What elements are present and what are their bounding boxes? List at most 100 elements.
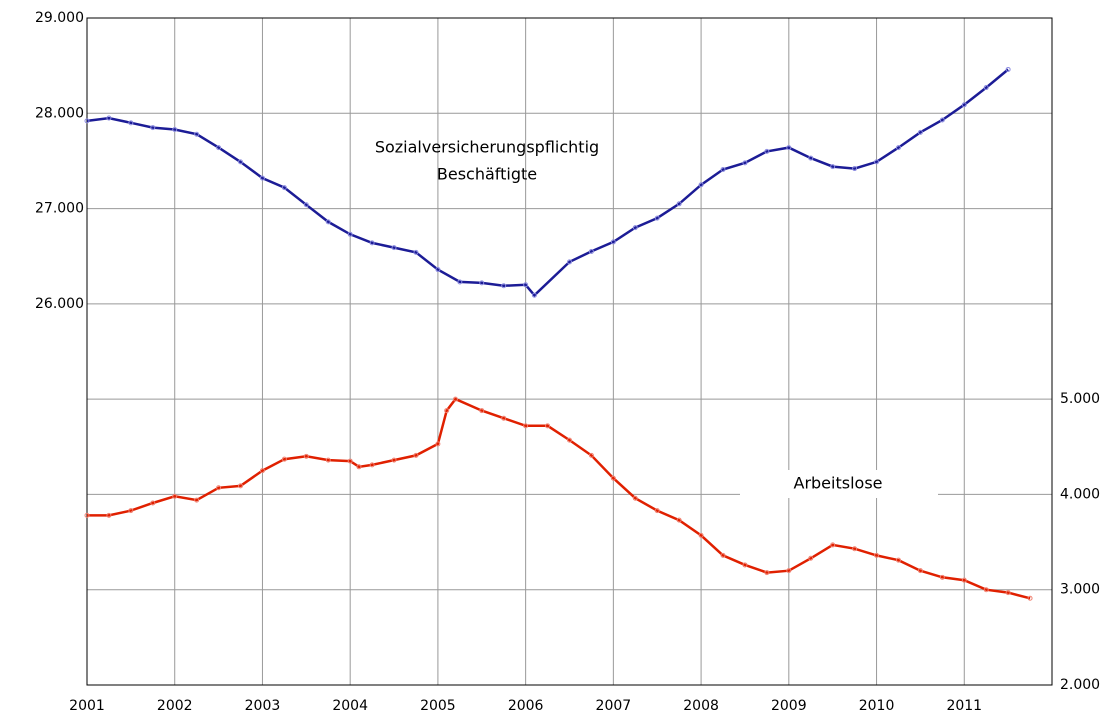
data-point — [369, 240, 375, 246]
data-point — [238, 483, 244, 489]
x-tick-label: 2003 — [245, 698, 281, 714]
data-point — [391, 245, 397, 251]
data-point — [808, 155, 814, 161]
data-point — [983, 85, 989, 91]
data-point — [895, 557, 901, 563]
data-point — [501, 415, 507, 421]
data-point — [632, 225, 638, 231]
data-point — [347, 458, 353, 464]
data-point — [435, 267, 441, 273]
data-point — [238, 159, 244, 165]
data-point — [413, 452, 419, 458]
data-point — [106, 115, 112, 121]
data-point — [457, 279, 463, 285]
data-point — [391, 457, 397, 463]
data-point — [676, 201, 682, 207]
y2-tick-label: 4.000 — [1060, 486, 1100, 502]
data-point — [654, 508, 660, 514]
data-point — [1027, 595, 1033, 601]
data-point — [172, 126, 178, 132]
x-tick-label: 2002 — [157, 698, 193, 714]
data-point — [84, 512, 90, 518]
data-point — [720, 167, 726, 173]
data-point — [435, 441, 441, 447]
data-point — [610, 475, 616, 481]
data-point — [720, 552, 726, 558]
x-tick-label: 2010 — [859, 698, 895, 714]
annotation: Arbeitslose — [794, 474, 883, 493]
data-point — [764, 148, 770, 154]
series-line — [86, 68, 1009, 298]
data-point — [830, 164, 836, 170]
y2-tick-label: 3.000 — [1060, 582, 1100, 598]
data-point — [917, 568, 923, 574]
data-point — [281, 185, 287, 191]
x-tick-label: 2005 — [420, 698, 456, 714]
data-point — [742, 160, 748, 166]
data-point — [676, 517, 682, 523]
x-tick-label: 2006 — [508, 698, 544, 714]
plot-frame — [86, 17, 1053, 686]
data-point — [545, 423, 551, 429]
data-point — [654, 215, 660, 221]
data-point — [194, 497, 200, 503]
data-point — [698, 532, 704, 538]
series-line — [87, 397, 1031, 600]
data-point — [523, 423, 529, 429]
data-point — [325, 457, 331, 463]
data-point — [150, 125, 156, 131]
data-point — [479, 280, 485, 286]
data-point — [369, 462, 375, 468]
data-point — [452, 396, 458, 402]
data-point — [413, 249, 419, 255]
data-point — [610, 239, 616, 245]
data-point — [1005, 590, 1011, 596]
data-point — [808, 555, 814, 561]
data-point — [588, 248, 594, 254]
data-point — [874, 552, 880, 558]
data-point — [259, 468, 265, 474]
data-point — [917, 129, 923, 135]
data-point — [281, 456, 287, 462]
data-point — [356, 464, 362, 470]
data-point — [632, 495, 638, 501]
data-point — [259, 175, 265, 181]
x-tick-label: 2008 — [683, 698, 719, 714]
data-point — [852, 546, 858, 552]
y2-tick-label: 5.000 — [1060, 391, 1100, 407]
data-point — [303, 202, 309, 208]
data-point — [172, 493, 178, 499]
data-point — [444, 408, 450, 414]
data-point — [983, 587, 989, 593]
y-tick-label: 26.000 — [35, 296, 84, 312]
data-point — [567, 259, 572, 265]
data-point — [764, 570, 770, 576]
x-tick-label: 2001 — [69, 698, 105, 714]
x-tick-label: 2009 — [771, 698, 807, 714]
x-tick-label: 2007 — [596, 698, 632, 714]
data-point — [830, 542, 836, 548]
data-point — [742, 562, 748, 568]
data-point — [216, 485, 222, 491]
data-point — [216, 145, 222, 151]
y-tick-label: 28.000 — [35, 105, 84, 121]
annotation: Beschäftigte — [437, 165, 537, 184]
data-point — [128, 508, 134, 514]
data-point — [347, 231, 353, 237]
data-point — [786, 145, 792, 151]
data-point — [523, 282, 529, 288]
plot-area — [87, 18, 1052, 685]
data-point — [895, 145, 901, 151]
data-point — [325, 219, 331, 225]
data-point — [84, 118, 90, 124]
data-point — [150, 500, 156, 506]
data-point — [961, 102, 967, 108]
data-point — [531, 292, 537, 298]
data-point — [874, 159, 880, 165]
annotation: Sozialversicherungspflichtig — [375, 138, 599, 157]
data-point — [939, 574, 945, 580]
annotation-background — [740, 470, 938, 498]
x-tick-label: 2011 — [946, 698, 982, 714]
data-point — [786, 568, 792, 574]
